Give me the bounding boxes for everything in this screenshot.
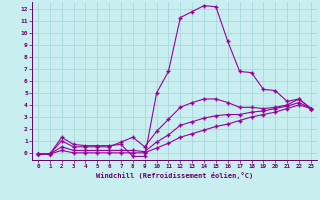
X-axis label: Windchill (Refroidissement éolien,°C): Windchill (Refroidissement éolien,°C)	[96, 172, 253, 179]
